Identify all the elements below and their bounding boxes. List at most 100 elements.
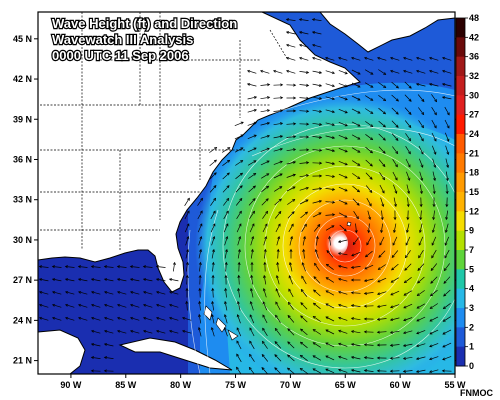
colorbar-swatch — [456, 250, 465, 270]
direction-arrow-head — [318, 96, 323, 100]
direction-arrow — [260, 122, 270, 126]
direction-arrow-head — [301, 262, 305, 266]
colorbar-label: 9 — [469, 226, 474, 236]
direction-arrow-head — [90, 329, 95, 333]
direction-arrow — [104, 317, 114, 321]
direction-arrow-head — [261, 340, 265, 344]
direction-arrow — [260, 84, 270, 86]
direction-arrow-head — [304, 223, 307, 227]
direction-arrow — [286, 123, 296, 125]
direction-arrow — [377, 331, 387, 333]
direction-arrow — [416, 330, 426, 334]
direction-arrow — [117, 317, 127, 321]
colorbar-swatch — [456, 269, 465, 290]
direction-arrow — [429, 316, 439, 322]
direction-arrow-head — [338, 290, 342, 294]
direction-arrow — [300, 341, 308, 349]
colorbar-swatch — [456, 346, 465, 367]
direction-arrow-head — [338, 368, 342, 372]
direction-arrow — [351, 147, 361, 153]
direction-arrow-head — [331, 110, 336, 114]
direction-arrow-head — [350, 265, 355, 269]
direction-arrow — [225, 262, 227, 272]
direction-arrow — [391, 250, 399, 258]
colorbar-swatch — [456, 37, 465, 58]
direction-arrow-head — [117, 316, 121, 320]
direction-arrow-head — [300, 315, 304, 319]
direction-arrow-head — [225, 236, 229, 240]
direction-arrow-head — [198, 313, 202, 318]
direction-arrow-head — [155, 290, 160, 294]
direction-arrow-head — [356, 216, 359, 220]
direction-arrow — [365, 159, 373, 167]
direction-arrow-head — [249, 340, 252, 344]
direction-arrow-head — [103, 329, 108, 333]
direction-arrow-head — [354, 230, 358, 234]
direction-arrow-head — [312, 302, 316, 306]
direction-arrow-head — [364, 56, 368, 60]
direction-arrow-head — [344, 175, 348, 179]
direction-arrow — [117, 291, 127, 295]
direction-arrow-head — [186, 223, 190, 227]
colorbar-swatch — [456, 327, 465, 348]
direction-arrow — [364, 57, 374, 61]
colorbar-label: 32 — [469, 71, 479, 81]
direction-arrow — [287, 315, 295, 323]
direction-arrow-head — [286, 56, 290, 60]
direction-arrow — [418, 250, 424, 258]
direction-arrow — [338, 343, 348, 347]
direction-arrow — [312, 355, 322, 361]
direction-arrow — [429, 70, 439, 74]
direction-arrow — [377, 277, 387, 283]
direction-arrow-head — [442, 56, 446, 60]
direction-arrow-head — [224, 274, 228, 278]
direction-arrow — [325, 148, 335, 152]
direction-arrow-head — [428, 82, 433, 86]
direction-arrow — [403, 57, 413, 61]
direction-arrow-head — [402, 331, 407, 335]
direction-arrow-head — [403, 305, 407, 309]
direction-arrow-head — [39, 303, 43, 307]
direction-arrow — [91, 291, 101, 295]
direction-arrow-head — [306, 161, 310, 165]
direction-arrow-head — [197, 326, 201, 331]
direction-arrow-head — [352, 242, 356, 246]
direction-arrow-head — [325, 303, 329, 307]
direction-arrow-head — [198, 287, 202, 291]
direction-arrow — [352, 173, 360, 179]
direction-arrow — [339, 224, 347, 232]
direction-arrow — [416, 369, 426, 373]
direction-arrow-head — [338, 56, 342, 60]
direction-arrow-head — [77, 290, 82, 294]
direction-arrow-head — [370, 71, 374, 75]
direction-arrow — [364, 344, 374, 346]
direction-arrow-head — [421, 98, 425, 103]
direction-arrow-head — [418, 229, 422, 234]
direction-arrow — [338, 186, 348, 192]
direction-arrow — [236, 340, 242, 350]
direction-arrow-head — [280, 109, 284, 113]
direction-arrow-head — [318, 212, 322, 216]
direction-arrow — [91, 343, 101, 347]
direction-arrow — [393, 184, 397, 194]
direction-arrow — [197, 223, 203, 233]
direction-arrow-head — [429, 69, 433, 73]
colorbar-swatch — [456, 230, 465, 251]
direction-arrow-head — [420, 177, 424, 181]
direction-arrow — [300, 302, 308, 310]
direction-arrow — [378, 69, 386, 75]
direction-arrow — [261, 185, 269, 193]
direction-arrow-head — [299, 56, 303, 60]
direction-arrow-head — [263, 274, 267, 279]
lat-label: 33 N — [13, 195, 32, 205]
direction-arrow-head — [90, 369, 94, 373]
direction-arrow-head — [419, 204, 423, 208]
direction-arrow-head — [404, 255, 408, 259]
direction-arrow-head — [278, 198, 282, 202]
direction-arrow — [416, 303, 426, 309]
direction-arrow-head — [211, 261, 215, 265]
direction-arrow — [302, 262, 306, 272]
direction-arrow — [91, 304, 101, 308]
direction-arrow-head — [390, 280, 394, 283]
